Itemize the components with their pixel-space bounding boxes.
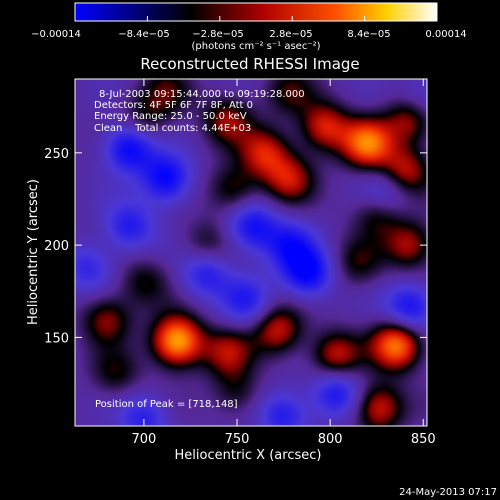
annotation-clean-counts: Clean Total counts: 4.44E+03 <box>94 123 251 134</box>
heatmap-image <box>75 79 427 426</box>
x-tick-label-0: 700 <box>131 432 156 447</box>
annotation-energy-range: Energy Range: 25.0 - 50.0 keV <box>94 111 247 122</box>
colorbar-units-label: (photons cm⁻² s⁻¹ asec⁻²) <box>191 41 320 52</box>
y-tick-labels: 150 200 250 <box>44 147 69 347</box>
colorbar-ticks <box>74 16 438 21</box>
y-tick-label-2: 250 <box>44 147 69 162</box>
annotation-detectors: Detectors: 4F 5F 6F 7F 8F, Att 0 <box>94 100 253 111</box>
y-axis-title: Heliocentric Y (arcsec) <box>26 179 41 325</box>
chart-title: Reconstructed RHESSI Image <box>140 55 359 73</box>
x-axis-title: Heliocentric X (arcsec) <box>175 448 322 463</box>
y-tick-label-0: 150 <box>44 331 69 346</box>
x-tick-label-1: 750 <box>225 432 250 447</box>
peak-position-label: Position of Peak = [718,148] <box>95 399 238 410</box>
x-tick-label-3: 850 <box>411 432 436 447</box>
colorbar-tick-label-3: 2.8e−05 <box>269 29 312 40</box>
y-tick-label-1: 200 <box>44 239 69 254</box>
colorbar-tick-label-2: −2.8e−05 <box>192 29 244 40</box>
x-tick-labels: 700 750 800 850 <box>131 432 435 447</box>
footer-timestamp: 24-May-2013 07:17 <box>399 487 497 498</box>
colorbar-tick-label-0: −0.00014 <box>31 29 81 40</box>
colorbar-tick-label-4: 8.4e−05 <box>347 29 390 40</box>
axis-ticks <box>75 79 427 426</box>
colorbar-tick-label-1: −8.4e−05 <box>118 29 170 40</box>
colorbar <box>74 2 438 22</box>
annotation-time-range: 8-Jul-2003 09:15:44.000 to 09:19:28.000 <box>99 89 305 100</box>
colorbar-tick-label-5: 0.00014 <box>425 29 466 40</box>
x-tick-label-2: 800 <box>318 432 343 447</box>
plot-frame <box>74 78 428 427</box>
